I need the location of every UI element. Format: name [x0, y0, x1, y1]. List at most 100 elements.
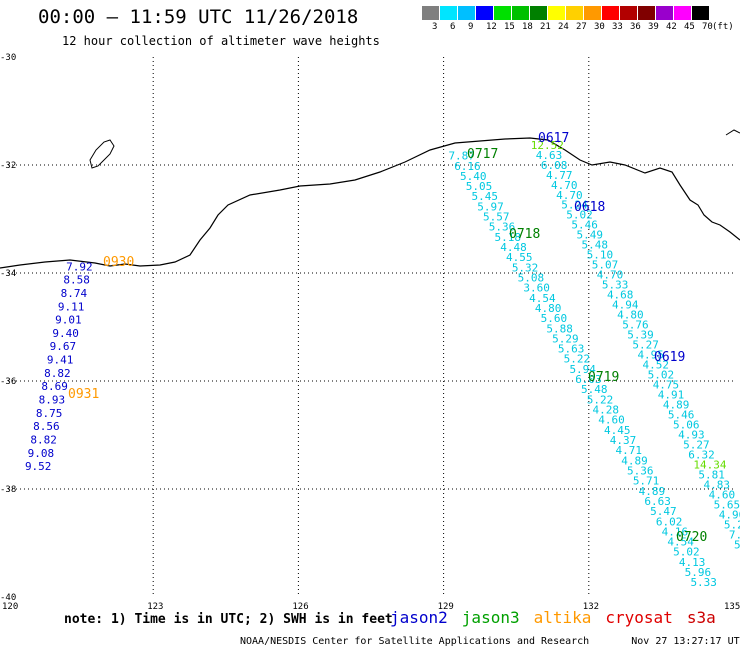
swh-value: 5.36 [489, 221, 515, 234]
colorbar-tick: 6 [450, 22, 456, 32]
colorbar-tick: 3 [432, 22, 438, 32]
swh-value: 8.58 [63, 274, 90, 287]
lat-tick-label: -40 [0, 593, 16, 603]
swh-value: 5.76 [622, 319, 649, 332]
lat-tick-label: -34 [0, 269, 16, 279]
colorbar-swatch [458, 6, 475, 20]
swh-value: 5.96 [685, 566, 712, 579]
pass-label: 0617 [538, 131, 569, 146]
colorbar-swatch [584, 6, 601, 20]
swh-value: 5.71 [633, 475, 660, 488]
swh-value: 9.67 [50, 340, 77, 353]
footer: NOAA/NESDIS Center for Satellite Applica… [240, 636, 740, 647]
swh-value: 4.95 [637, 349, 664, 362]
swh-value: 5.57 [483, 211, 510, 224]
colorbar-swatch [512, 6, 529, 20]
swh-value: 5.65 [714, 498, 740, 511]
legend-item-cryosat: cryosat [605, 608, 673, 627]
swh-value: 5.27 [683, 439, 710, 452]
swh-value: 4.70 [597, 269, 624, 282]
swh-value: 4.90 [719, 508, 740, 521]
colorbar-swatch [422, 6, 439, 20]
swh-value: 5.33 [602, 279, 629, 292]
swh-value: 9.08 [28, 447, 55, 460]
colorbar-tick: 9 [468, 22, 474, 32]
pass-label: 0618 [574, 200, 605, 215]
colorbar-tick: 33 [612, 22, 623, 32]
swh-value: 8.82 [44, 367, 71, 380]
swh-value: 6.02 [656, 515, 683, 528]
swh-value: 4.52 [643, 359, 670, 372]
swh-value: 5.02 [566, 209, 593, 222]
colorbar-swatch [692, 6, 709, 20]
swh-value: 5.27 [632, 339, 659, 352]
lon-tick-label: 126 [292, 602, 308, 610]
swh-value: 5.94 [569, 363, 596, 376]
swh-value: 9.40 [52, 327, 79, 340]
swh-value: 5.60 [541, 312, 568, 325]
swh-value: 5.46 [668, 409, 695, 422]
swh-value: 5.10 [587, 249, 614, 262]
swh-value: 4.91 [658, 389, 685, 402]
lat-tick-label: -32 [0, 161, 16, 171]
pass-label: 0717 [467, 147, 498, 162]
lon-tick-label: 129 [438, 602, 454, 610]
colorbar-swatch [566, 6, 583, 20]
swh-value: 8.82 [30, 433, 56, 446]
colorbar-swatch [602, 6, 619, 20]
lon-tick-label: 132 [583, 602, 599, 610]
swh-value: 4.60 [709, 488, 736, 501]
swh-value: 5.46 [571, 219, 598, 232]
swh-value: 4.13 [679, 556, 706, 569]
swh-value: 6.63 [644, 495, 671, 508]
map-title: 00:00 – 11:59 UTC 11/26/2018 [38, 6, 359, 28]
swh-value: 4.28 [592, 404, 619, 417]
swh-value: 4.55 [506, 251, 533, 264]
swh-value: 4.48 [500, 241, 526, 254]
swh-value: 4.75 [653, 379, 680, 392]
colorbar-tick: 21 [540, 22, 551, 32]
pass-label: 0930 [103, 255, 134, 270]
satellite-legend: jason2 jason3 altika cryosat s3a [390, 608, 730, 627]
lon-tick-label: 123 [147, 602, 163, 610]
map-subtitle: 12 hour collection of altimeter wave hei… [62, 34, 380, 48]
colorbar-swatch [476, 6, 493, 20]
swh-value: 5.24 [561, 199, 588, 212]
swh-value: 5.33 [690, 576, 717, 589]
swh-value: 4.45 [604, 424, 631, 437]
colorbar-unit: (ft) [712, 22, 734, 32]
colorbar-tick: 12 [486, 22, 497, 32]
colorbar-swatch [440, 6, 457, 20]
lon-tick-label: 135 [724, 602, 740, 610]
island-outline [89, 139, 115, 169]
swh-value: 5.08 [518, 271, 545, 284]
swh-value: 12.52 [531, 139, 564, 152]
swh-value: 4.54 [529, 292, 556, 305]
colorbar-swatch [638, 6, 655, 20]
swh-value: 5.05 [466, 180, 493, 193]
lat-tick-label: -36 [0, 377, 16, 387]
swh-value: 4.94 [612, 299, 639, 312]
swh-value: 4.83 [704, 478, 731, 491]
altimeter-map: 120 123 126 129 132 135 -30 -32 -34 -36 -38 -40 7.9… [0, 53, 740, 610]
swh-value: 5.22 [587, 393, 614, 406]
swh-value: 5.32 [512, 261, 538, 274]
swh-value: 8.69 [41, 380, 67, 393]
swh-value: 6.08 [541, 159, 568, 172]
footer-center: NOAA/NESDIS Center for Satellite Applica… [240, 636, 590, 647]
swh-value: 9.11 [58, 300, 85, 313]
swh-value: 4.70 [556, 189, 583, 202]
swh-value: 4.89 [621, 454, 648, 467]
colorbar-tick: 30 [594, 22, 605, 32]
swh-tracks: 7.928.588.749.119.019.409.679.418.828.69… [25, 139, 740, 589]
swh-value: 7.33 [729, 528, 740, 541]
pass-label: 0719 [588, 370, 619, 385]
swh-value: 4.89 [663, 399, 690, 412]
swh-value: 5.88 [546, 322, 573, 335]
swh-value: 5.47 [650, 505, 677, 518]
footer-timestamp: Nov 27 13:27:17 UTC 2018 [631, 636, 740, 647]
swh-value: 5.36 [627, 464, 654, 477]
lat-tick-label: -38 [0, 485, 16, 495]
swh-value: 4.70 [551, 179, 578, 192]
swh-value: 5.48 [581, 383, 608, 396]
